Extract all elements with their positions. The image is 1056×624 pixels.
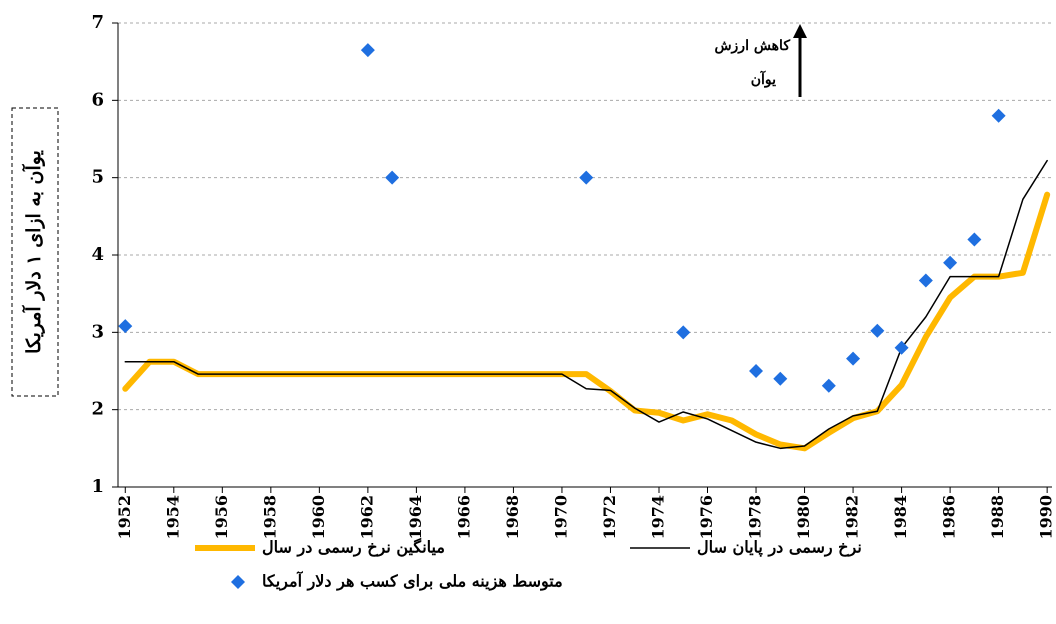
x-tick-label: 1986 xyxy=(940,495,959,540)
point xyxy=(870,323,885,338)
point xyxy=(676,325,691,340)
x-tick-label: 1970 xyxy=(551,495,570,540)
point xyxy=(579,170,594,185)
x-tick-label: 1958 xyxy=(260,495,279,540)
x-tick-label: 1954 xyxy=(163,495,182,540)
x-tick-label: 1968 xyxy=(503,495,522,540)
y-tick-label: 3 xyxy=(91,321,104,342)
legend-marker xyxy=(231,575,245,589)
point xyxy=(360,43,375,58)
x-tick-label: 1972 xyxy=(600,495,619,540)
x-tick-label: 1984 xyxy=(891,495,910,540)
x-tick-label: 1966 xyxy=(454,495,473,540)
x-tick-label: 1952 xyxy=(115,495,134,540)
x-tick-label: 1976 xyxy=(697,495,716,540)
y-tick-label: 5 xyxy=(91,167,104,188)
x-tick-label: 1956 xyxy=(212,495,231,540)
point xyxy=(918,273,933,288)
x-tick-label: 1990 xyxy=(1037,495,1056,540)
x-tick-label: 1964 xyxy=(406,495,425,540)
y-tick-label: 2 xyxy=(91,399,104,420)
point xyxy=(385,170,400,185)
x-tick-label: 1960 xyxy=(309,495,328,540)
point xyxy=(749,364,764,378)
point xyxy=(821,378,836,393)
y-tick-label: 6 xyxy=(91,89,104,110)
point xyxy=(846,351,861,366)
x-tick-label: 1962 xyxy=(357,495,376,540)
ylabel-box xyxy=(11,107,59,397)
annotation: یوآن xyxy=(751,70,776,88)
point xyxy=(118,319,133,334)
y-axis-label: یوآن به ازای ۱ دلار آمریکا xyxy=(21,150,45,354)
arrow-head xyxy=(793,24,807,38)
legend-label: میانگین نرخ رسمی در سال xyxy=(262,538,445,558)
x-tick-label: 1978 xyxy=(746,495,765,540)
x-tick-label: 1974 xyxy=(648,495,667,540)
legend-label: متوسط هزینه ملی برای کسب هر دلار آمریکا xyxy=(262,570,563,592)
x-tick-label: 1982 xyxy=(843,495,862,540)
line xyxy=(122,191,1051,452)
legend-label: نرخ رسمی در پایان سال xyxy=(697,538,862,558)
annotation: کاهش ارزش xyxy=(714,38,790,54)
point xyxy=(773,371,788,386)
point xyxy=(943,255,958,270)
point xyxy=(991,108,1006,123)
point xyxy=(967,232,982,247)
x-tick-label: 1988 xyxy=(988,495,1007,540)
x-tick-label: 1980 xyxy=(794,495,813,540)
y-tick-label: 4 xyxy=(91,244,104,265)
point xyxy=(894,340,909,355)
line xyxy=(124,159,1048,450)
y-tick-label: 7 xyxy=(91,12,104,33)
y-tick-label: 1 xyxy=(91,476,104,497)
